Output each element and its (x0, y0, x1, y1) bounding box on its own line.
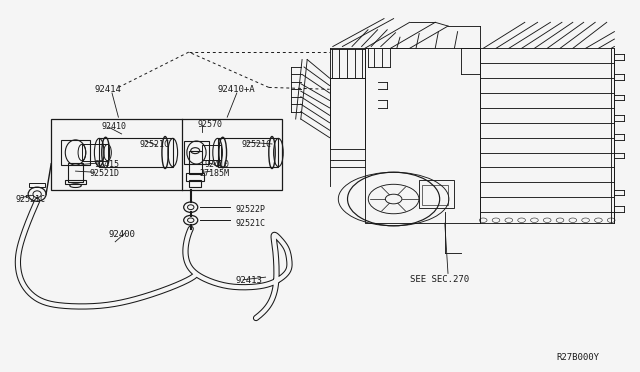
Bar (51, 119, 282, 190)
Bar (202, 145, 221, 160)
Text: R27B000Y: R27B000Y (557, 353, 600, 362)
Text: 92521C: 92521C (236, 219, 266, 228)
Text: 92521C: 92521C (140, 140, 170, 149)
Text: 92415: 92415 (95, 160, 120, 169)
Text: 92410: 92410 (101, 122, 126, 131)
Text: 92410+A: 92410+A (218, 85, 255, 94)
Bar (99, 138, 173, 167)
Text: 92410: 92410 (205, 160, 230, 169)
Bar (184, 141, 209, 164)
Bar (419, 180, 454, 208)
Text: SEE SEC.270: SEE SEC.270 (410, 275, 468, 284)
Text: 92521C: 92521C (16, 195, 46, 203)
Bar (422, 185, 448, 205)
Text: 92413: 92413 (236, 276, 262, 285)
Bar (189, 151, 202, 174)
Text: 92522P: 92522P (236, 205, 266, 214)
Text: 92414: 92414 (94, 85, 121, 94)
Bar (61, 140, 90, 165)
Bar (82, 144, 108, 161)
Bar (189, 180, 201, 187)
Text: 92400: 92400 (109, 230, 136, 239)
Bar (29, 183, 45, 187)
Text: 92570: 92570 (197, 121, 222, 129)
Bar (218, 138, 278, 167)
Bar (68, 163, 83, 182)
Text: 92521C: 92521C (242, 140, 272, 149)
Bar (65, 180, 86, 184)
Bar (186, 173, 204, 181)
Text: 27185M: 27185M (200, 169, 230, 178)
Text: 92521D: 92521D (90, 169, 120, 178)
